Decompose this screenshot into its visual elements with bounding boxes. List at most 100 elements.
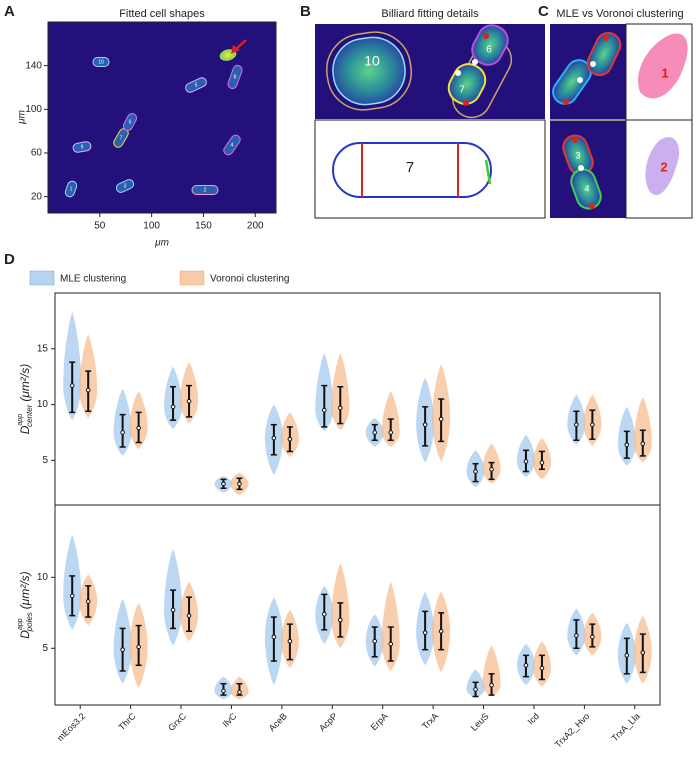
median [287, 436, 293, 442]
pole [589, 203, 595, 209]
center [577, 77, 583, 83]
median [640, 441, 646, 446]
median [85, 387, 91, 393]
median [590, 634, 595, 640]
cell [332, 36, 406, 106]
median [237, 689, 242, 695]
x-tick-label: TrxA_Lla [610, 711, 642, 743]
y-axis-label: Dapppoles (μm²/s) [17, 571, 34, 638]
median [640, 650, 646, 655]
median [438, 416, 444, 422]
y-tick-label: 15 [37, 343, 49, 354]
cluster [638, 33, 688, 99]
median [120, 430, 125, 435]
x-tick-label: TrxA [420, 711, 440, 731]
median [287, 638, 293, 644]
cell [471, 24, 509, 66]
label-symbol: D [18, 425, 32, 434]
x-tick-label: 150 [195, 221, 212, 232]
median [337, 617, 343, 623]
median [624, 653, 630, 658]
pole [463, 100, 469, 106]
median [388, 641, 394, 647]
center [455, 70, 461, 76]
pole [483, 33, 489, 39]
median [136, 425, 141, 431]
median [321, 407, 327, 413]
center [578, 165, 584, 171]
cell [115, 179, 135, 193]
cell [64, 180, 78, 198]
plot-frame [54, 292, 661, 506]
x-tick-label: IlvC [221, 711, 239, 729]
pole [563, 99, 569, 105]
plot-frame [54, 504, 661, 706]
label-sub: center [25, 404, 34, 427]
label-sub: poles [25, 612, 34, 632]
cell [552, 59, 592, 105]
x-tick-label: AcpP [317, 711, 339, 733]
cell [223, 134, 241, 156]
label-unit: (μm²/s) [18, 364, 32, 402]
panel-letter: A [4, 3, 15, 20]
y-axis-label: Dappcenter (μm²/s) [17, 364, 34, 435]
median [237, 481, 242, 487]
median [523, 662, 529, 668]
x-tick-label: 50 [94, 221, 106, 232]
median [120, 647, 125, 652]
cell-label: 10 [364, 53, 380, 69]
median [337, 405, 343, 411]
pole [603, 35, 609, 41]
cell-label: 6 [486, 45, 492, 56]
arrow-head [231, 45, 240, 54]
median [321, 611, 327, 617]
median [372, 638, 378, 644]
pole [572, 137, 578, 143]
median [489, 466, 494, 472]
panel-title: Fitted cell shapes [119, 8, 205, 20]
median [388, 430, 394, 435]
cell-label: 3 [124, 183, 127, 189]
cluster-label: 2 [660, 159, 667, 174]
cells: 10 5 8 7 6 9 4 1 3 2 [64, 57, 243, 198]
micrograph [47, 21, 277, 214]
cluster-label: 1 [661, 65, 668, 80]
median [438, 628, 444, 634]
y-tick-label: 10 [37, 572, 49, 583]
cell-label: 5 [195, 82, 198, 88]
cell-label: 3 [575, 150, 580, 160]
cell-label: 2 [204, 187, 207, 193]
y-tick-label: 5 [42, 455, 48, 466]
x-tick-label: 100 [143, 221, 160, 232]
cell [191, 185, 219, 195]
cell [92, 57, 110, 67]
panel-title: Billiard fitting details [381, 8, 479, 20]
median [186, 613, 192, 618]
violin [482, 645, 501, 697]
y-tick-label: 20 [31, 191, 43, 202]
cluster [645, 137, 680, 196]
x-tick-label: Icd [525, 711, 541, 727]
x-tick-label: AceB [267, 711, 289, 733]
cell-label: 9 [81, 144, 84, 150]
cell-label: 10 [98, 59, 104, 65]
median [624, 442, 630, 448]
y-tick-label: 140 [25, 60, 42, 71]
median [574, 422, 579, 427]
median [69, 593, 75, 599]
median [574, 633, 579, 638]
panel-letter: D [4, 251, 15, 268]
median [85, 599, 91, 604]
median [473, 687, 478, 692]
y-tick-label: 10 [37, 399, 49, 410]
arrow [235, 39, 247, 50]
legend-label: MLE clustering [60, 274, 126, 285]
cell-label: 8 [234, 74, 237, 80]
cell [227, 64, 243, 90]
cell-label: 7 [120, 135, 123, 141]
violin-chart: MLE clustering Voronoi clustering51015Dap… [17, 270, 661, 750]
median [271, 634, 277, 640]
median [523, 459, 529, 464]
panel-letter: B [300, 3, 311, 20]
